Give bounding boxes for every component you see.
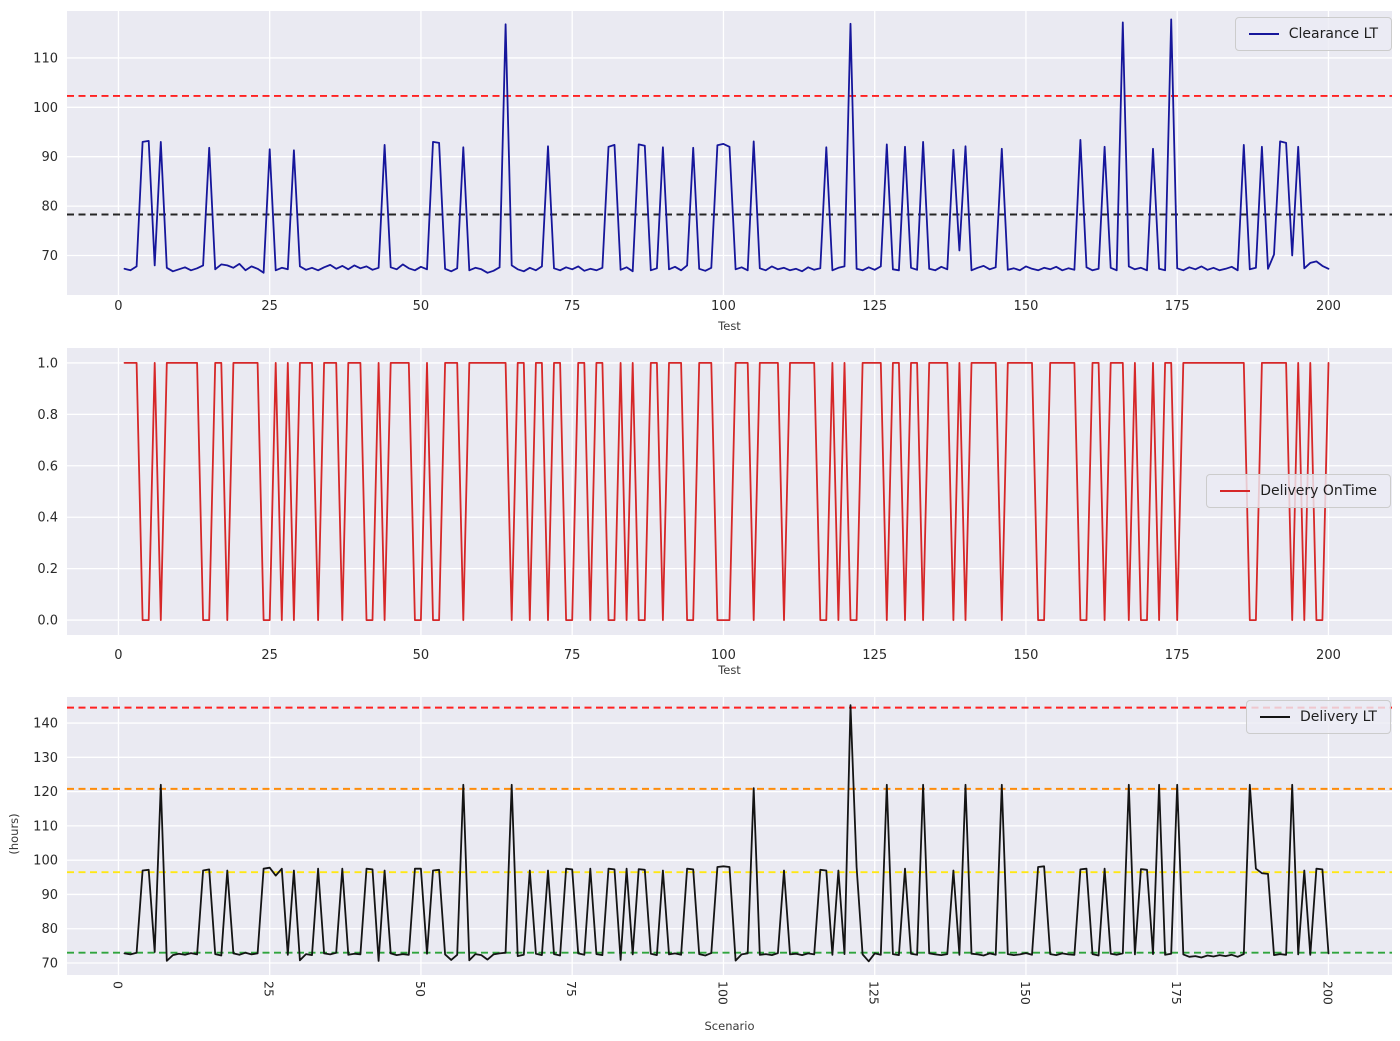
x-tick-label: 0 [114,648,122,663]
y-tick-label: 1.0 [37,356,58,371]
y-tick-label: 0.2 [37,562,58,577]
y-tick-label: 120 [33,785,58,800]
x-tick-label: 25 [261,299,278,314]
y-tick-label: 0.4 [37,511,58,526]
x-tick-label-rotated: 75 [564,981,579,997]
x-tick-label-rotated: 0 [110,981,125,989]
legend-delivery-ontime: Delivery OnTime [1206,474,1391,508]
legend-line-sample-clearance [1248,33,1279,35]
legend-line-sample-ontime [1220,490,1251,492]
y-tick-label: 80 [41,922,58,937]
y-tick-label: 140 [33,717,58,732]
x-tick-label-rotated: 25 [262,981,277,997]
x-tick-label: 100 [711,648,736,663]
x-tick-label: 150 [1014,299,1039,314]
x-tick-label: 200 [1316,648,1341,663]
x-tick-label: 175 [1165,299,1190,314]
y-tick-label: 110 [33,51,58,66]
y-tick-label: 90 [41,888,58,903]
y-tick-label: 100 [33,101,58,116]
delivery-ontime-series-line [123,361,1330,621]
x-tick-label-rotated: 150 [1018,981,1033,1005]
x-tick-label: 100 [711,299,736,314]
y-tick-label: 0.6 [37,459,58,474]
clearance-lt-series-line [123,18,1330,274]
y-tick-label: 0.8 [37,408,58,423]
legend-label-ontime: Delivery OnTime [1260,483,1377,499]
y-tick-label: 130 [33,751,58,766]
delivery-lt-series-line [123,704,1330,963]
delivery-ontime-chart: 0.0 0.2 0.4 0.6 0.8 1.0 0 25 50 75 100 125 150 175 200 [37,348,1392,663]
x-tick-label: 125 [862,299,887,314]
y-tick-label: 80 [41,200,58,215]
x-tick-label: 25 [261,648,278,663]
plot-area [67,697,1392,975]
y-tick-label: 70 [41,957,58,972]
legend-delivery-lt: Delivery LT [1246,700,1391,734]
y-tick-label: 70 [41,249,58,264]
legend-clearance-lt: Clearance LT [1234,17,1392,51]
x-tick-label: 150 [1014,648,1039,663]
x-tick-label-rotated: 125 [867,981,882,1005]
x-tick-label: 75 [564,648,581,663]
delivery-lt-chart: 70 80 90 100 110 120 130 140 0 25 50 75 100 125 150 175… [33,697,1392,1005]
x-tick-label-rotated: 100 [715,981,730,1005]
x-tick-label-rotated: 50 [413,981,428,997]
x-tick-label: 125 [862,648,887,663]
x-tick-label-rotated: 200 [1320,981,1335,1005]
x-tick-label: 50 [413,299,430,314]
x-tick-label: 175 [1165,648,1190,663]
x-tick-label-rotated: 175 [1169,981,1184,1005]
x-tick-label: 0 [114,299,122,314]
x-tick-label: 75 [564,299,581,314]
y-tick-label: 110 [33,819,58,834]
y-tick-label: 0.0 [37,614,58,629]
y-tick-label: 90 [41,150,58,165]
y-tick-label: 100 [33,854,58,869]
x-tick-label: 50 [413,648,430,663]
legend-label-clearance: Clearance LT [1288,26,1378,42]
x-tick-label: 200 [1316,299,1341,314]
legend-line-sample-delivery [1260,716,1290,718]
clearance-lt-chart: 70 80 90 100 110 0 25 50 75 100 125 150 175 200 [33,11,1392,314]
legend-label-delivery: Delivery LT [1300,709,1377,725]
